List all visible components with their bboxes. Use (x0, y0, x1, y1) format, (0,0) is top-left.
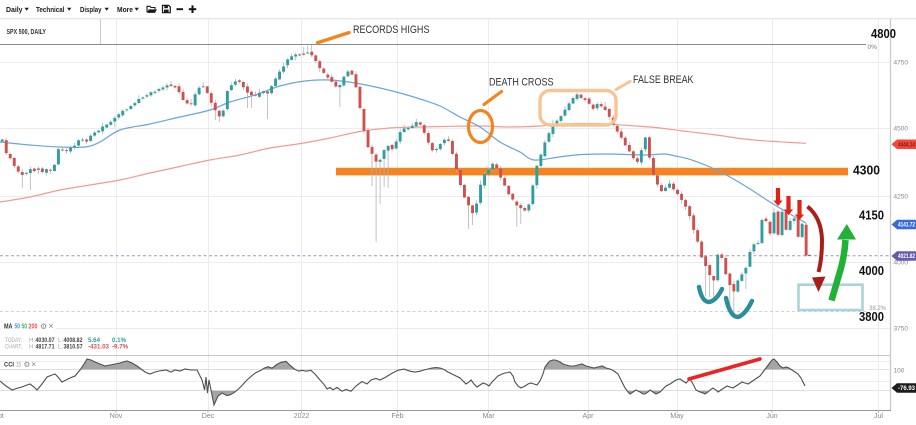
svg-text:L:: L: (58, 337, 63, 344)
svg-text:50: 50 (22, 324, 28, 331)
svg-text:5.64: 5.64 (88, 337, 101, 344)
svg-text:CCI: CCI (4, 362, 14, 369)
svg-text:⚙: ⚙ (40, 322, 47, 331)
svg-text:Jun: Jun (766, 413, 777, 420)
svg-text:38.2%: 38.2% (869, 306, 887, 312)
svg-text:Technical: Technical (36, 5, 65, 14)
svg-text:4000: 4000 (859, 263, 884, 278)
svg-text:May: May (670, 413, 684, 420)
svg-text:50: 50 (15, 324, 21, 331)
svg-text:✕: ✕ (48, 324, 54, 331)
svg-text:H:: H: (29, 344, 35, 351)
svg-text:4150: 4150 (859, 208, 884, 223)
svg-text:3800: 3800 (859, 309, 884, 324)
svg-text:Daily: Daily (6, 5, 23, 14)
svg-text:✕: ✕ (31, 362, 36, 369)
svg-text:TODAY:: TODAY: (5, 337, 22, 344)
svg-text:pt: pt (0, 413, 4, 420)
svg-text:Feb: Feb (391, 413, 403, 420)
svg-text:Apr: Apr (583, 413, 595, 420)
svg-text:4500: 4500 (894, 125, 909, 132)
svg-text:200: 200 (29, 324, 38, 331)
svg-text:4750: 4750 (894, 59, 909, 66)
svg-text:-431.03: -431.03 (88, 344, 110, 351)
svg-text:4800: 4800 (871, 26, 896, 41)
svg-text:FALSE BREAK: FALSE BREAK (633, 74, 694, 86)
svg-text:H:: H: (29, 337, 35, 344)
svg-text:4141.72: 4141.72 (898, 223, 916, 229)
svg-text:MA: MA (4, 324, 13, 331)
svg-text:3750: 3750 (894, 325, 909, 332)
svg-text:Nov: Nov (110, 413, 123, 420)
svg-text:4250: 4250 (894, 193, 909, 200)
svg-text:More: More (117, 5, 133, 14)
svg-text:Display: Display (80, 5, 102, 14)
svg-text:-76.93: -76.93 (898, 386, 916, 392)
svg-text:4817.71: 4817.71 (36, 344, 55, 351)
svg-text:SPX 500, DAILY: SPX 500, DAILY (7, 29, 47, 36)
svg-text:100: 100 (894, 368, 905, 375)
svg-text:0.1%: 0.1% (112, 337, 127, 344)
svg-text:4000: 4000 (894, 259, 909, 266)
svg-text:3810.57: 3810.57 (64, 344, 83, 351)
svg-text:RECORDS HIGHS: RECORDS HIGHS (353, 24, 430, 36)
svg-text:0%: 0% (868, 44, 878, 51)
svg-text:Mar: Mar (482, 413, 495, 420)
svg-text:15: 15 (16, 362, 21, 369)
svg-text:4300: 4300 (853, 163, 880, 178)
svg-text:4444.14: 4444.14 (898, 143, 916, 149)
svg-text:CHART:: CHART: (5, 344, 22, 351)
svg-text:Dec: Dec (202, 413, 215, 420)
svg-text:L:: L: (58, 344, 63, 351)
svg-text:2022: 2022 (294, 413, 310, 420)
svg-text:-9.7%: -9.7% (112, 344, 129, 351)
svg-text:⚙: ⚙ (24, 360, 31, 369)
svg-text:4008.82: 4008.82 (64, 337, 83, 344)
svg-text:Jul: Jul (874, 413, 883, 420)
svg-text:DEATH CROSS: DEATH CROSS (489, 76, 554, 88)
svg-text:4021.82: 4021.82 (898, 254, 916, 260)
svg-text:4030.07: 4030.07 (36, 337, 55, 344)
